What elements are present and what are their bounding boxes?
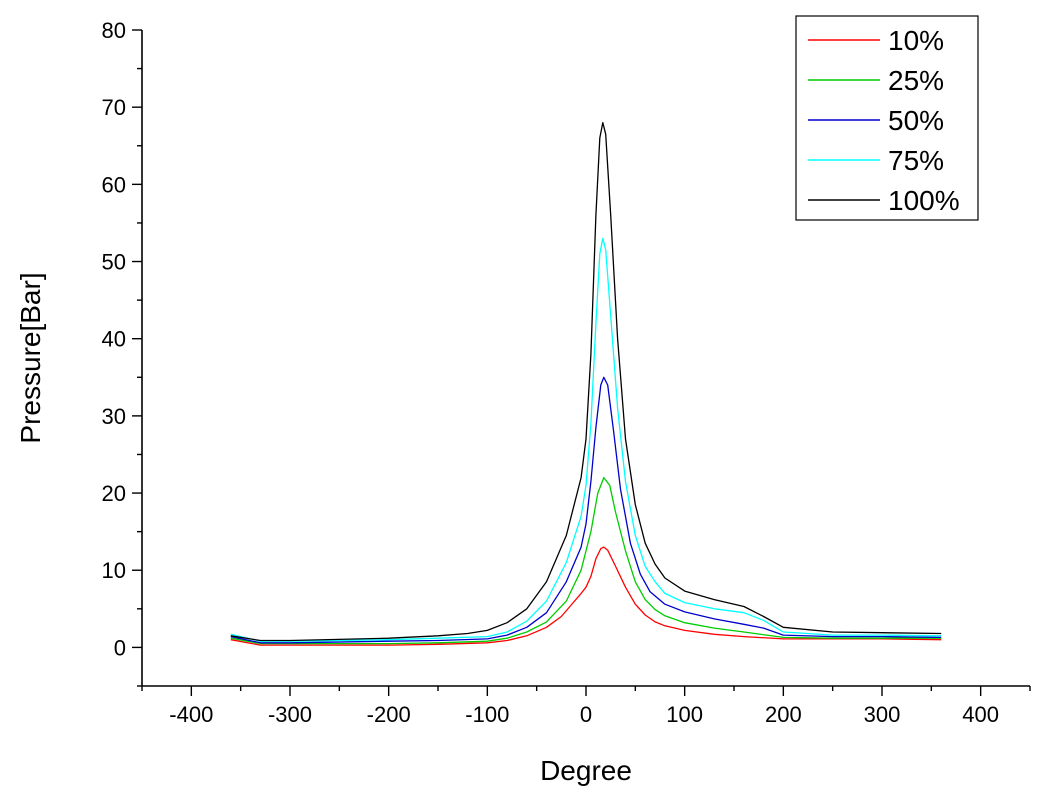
series-line-2	[230, 476, 942, 645]
y-tick-label: 0	[114, 635, 126, 660]
legend-label: 25%	[888, 65, 944, 96]
y-tick-label: 10	[102, 558, 126, 583]
x-tick-label: 400	[962, 702, 999, 727]
x-tick-label: 300	[864, 702, 901, 727]
x-tick-label: 200	[765, 702, 802, 727]
legend: 10% 25% 50% 75% 100%	[795, 15, 979, 221]
x-tick-label: -400	[169, 702, 213, 727]
x-tick-label: -100	[465, 702, 509, 727]
legend-label: 100%	[888, 185, 960, 216]
y-tick-label: 70	[102, 95, 126, 120]
y-tick-label: 80	[102, 18, 126, 43]
y-tick-label: 60	[102, 172, 126, 197]
x-axis-title: Degree	[540, 755, 632, 786]
x-tick-label: -200	[367, 702, 411, 727]
legend-label: 50%	[888, 105, 944, 136]
x-tick-label: 100	[666, 702, 703, 727]
series-line-1	[230, 546, 942, 646]
y-tick-label: 30	[102, 404, 126, 429]
legend-label: 10%	[888, 25, 944, 56]
y-tick-label: 20	[102, 481, 126, 506]
x-tick-label: 0	[580, 702, 592, 727]
legend-label: 75%	[888, 145, 944, 176]
axes: -400 -300 -200 -100 0 100 200 300 400 0 10 20 30 40 50…	[102, 18, 1031, 727]
x-tick-label: -300	[268, 702, 312, 727]
y-tick-label: 40	[102, 327, 126, 352]
series-line-5	[230, 121, 942, 642]
series-line-4	[230, 237, 942, 642]
series-line-3	[230, 376, 942, 644]
series-lines	[230, 121, 942, 646]
y-tick-label: 50	[102, 250, 126, 275]
legend-box	[795, 15, 979, 221]
y-axis-title: Pressure[Bar]	[15, 272, 46, 443]
